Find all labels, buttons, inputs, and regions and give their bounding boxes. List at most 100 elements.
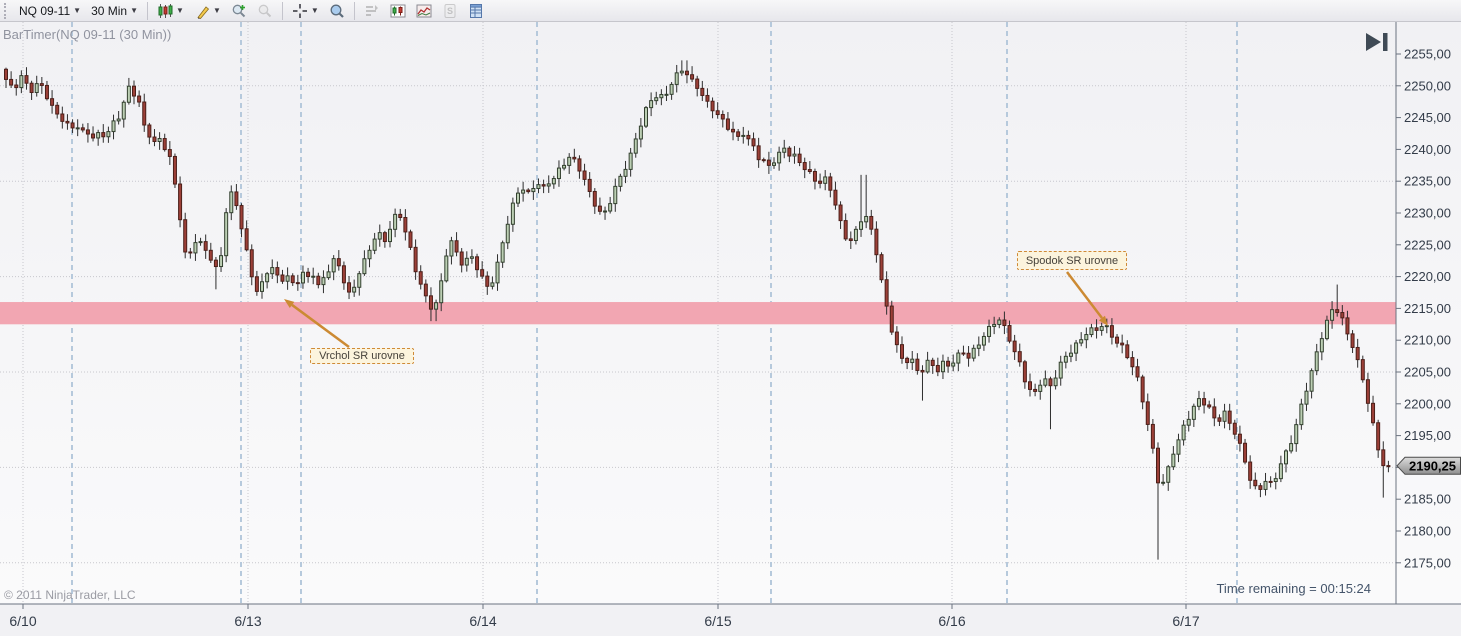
- cursor-button[interactable]: ▼: [287, 1, 324, 21]
- candle: [562, 164, 567, 169]
- candle: [459, 251, 464, 266]
- candle: [1079, 339, 1084, 344]
- instrument-label: NQ 09-11: [19, 3, 71, 18]
- candle: [1294, 424, 1299, 445]
- candle: [1089, 327, 1094, 336]
- chart-style-button[interactable]: ▼: [152, 1, 189, 21]
- candle: [674, 72, 679, 85]
- svg-text:S: S: [447, 6, 453, 16]
- candle: [1007, 325, 1012, 342]
- candle: [940, 360, 945, 373]
- zoom-in-button[interactable]: [226, 1, 252, 21]
- chart-properties-button[interactable]: [411, 1, 437, 21]
- candle: [382, 232, 387, 243]
- strategies-button[interactable]: S: [437, 1, 463, 21]
- candle: [4, 68, 8, 80]
- chart-trader-button[interactable]: [359, 1, 385, 21]
- candle: [300, 271, 305, 284]
- sr-zone-band[interactable]: [0, 302, 1396, 325]
- price-axis-label: 2205,00: [1404, 365, 1451, 380]
- candle: [1012, 340, 1017, 353]
- candle: [1186, 418, 1191, 426]
- chevron-down-icon: ▼: [310, 5, 319, 15]
- candle: [485, 275, 490, 287]
- candle: [1094, 327, 1099, 331]
- candle: [1109, 325, 1114, 338]
- zoom-out-button[interactable]: [252, 1, 278, 21]
- candle: [1319, 338, 1324, 353]
- candle: [428, 295, 433, 310]
- indicators-button[interactable]: [385, 1, 411, 21]
- candle: [490, 282, 495, 287]
- candle: [1335, 309, 1340, 314]
- candle: [1365, 379, 1370, 404]
- annotation-spodok-sr-urovne[interactable]: Spodok SR urovne: [1017, 251, 1127, 270]
- candle: [157, 138, 162, 142]
- candle: [9, 78, 14, 86]
- candle: [1309, 370, 1314, 392]
- drawing-tools-button[interactable]: ▼: [189, 1, 226, 21]
- indicators-icon: [390, 4, 406, 17]
- candle: [1099, 326, 1104, 331]
- candle: [449, 240, 454, 257]
- candle: [930, 359, 935, 366]
- candle: [116, 118, 121, 122]
- candle: [669, 83, 674, 95]
- time-axis-background: [0, 604, 1461, 636]
- data-box-button[interactable]: [463, 1, 489, 21]
- time-axis[interactable]: 6/10 6/13 6/14 6/15 6/16 6/17: [9, 604, 1200, 629]
- price-axis[interactable]: 2255,00 2250,00 2245,00 2240,00 2235,00 2230,…: [1396, 47, 1451, 571]
- candle: [111, 120, 116, 133]
- candle: [853, 228, 858, 242]
- annotation-vrchol-sr-urovne[interactable]: Vrchol SR urovne: [310, 348, 414, 364]
- candle: [1386, 465, 1391, 468]
- candle: [357, 273, 362, 288]
- candle: [178, 183, 183, 221]
- price-axis-label: 2200,00: [1404, 396, 1451, 411]
- interval-selector[interactable]: 30 Min ▼: [86, 1, 143, 21]
- candle: [193, 242, 198, 254]
- candle: [270, 267, 275, 275]
- candle: [710, 100, 715, 112]
- candle: [91, 133, 96, 139]
- candle: [818, 180, 823, 184]
- candle: [1202, 398, 1207, 406]
- annotation-arrow[interactable]: [1066, 271, 1108, 326]
- go-to-end-button[interactable]: [1366, 33, 1388, 51]
- instrument-selector[interactable]: NQ 09-11 ▼: [14, 1, 86, 21]
- candle: [126, 85, 131, 103]
- candle: [213, 259, 218, 268]
- candle: [1074, 342, 1079, 354]
- candle: [638, 125, 643, 140]
- candle: [203, 241, 208, 251]
- candle: [1376, 422, 1381, 451]
- candle: [603, 210, 608, 213]
- candle: [388, 228, 392, 243]
- candle: [792, 153, 797, 157]
- data-box-icon: [469, 3, 482, 18]
- candle: [746, 134, 751, 140]
- candle: [1002, 319, 1007, 327]
- candle: [741, 134, 746, 137]
- candle: [690, 74, 695, 80]
- candle: [848, 238, 853, 242]
- zoom-window-button[interactable]: [324, 1, 350, 21]
- candle: [1171, 453, 1176, 468]
- candle: [295, 282, 300, 285]
- toolbar-grip[interactable]: [4, 2, 9, 19]
- candle: [1355, 346, 1360, 361]
- candle: [475, 256, 480, 271]
- candle: [812, 170, 817, 182]
- candle: [633, 138, 638, 154]
- candle: [628, 152, 633, 170]
- date-label: 6/17: [1172, 613, 1199, 629]
- date-label: 6/14: [469, 613, 496, 629]
- candle: [480, 269, 485, 277]
- annotation-arrow[interactable]: [284, 299, 350, 349]
- candle: [372, 238, 377, 251]
- price-axis-label: 2235,00: [1404, 174, 1451, 189]
- candle: [1330, 309, 1335, 321]
- candle: [1017, 351, 1022, 363]
